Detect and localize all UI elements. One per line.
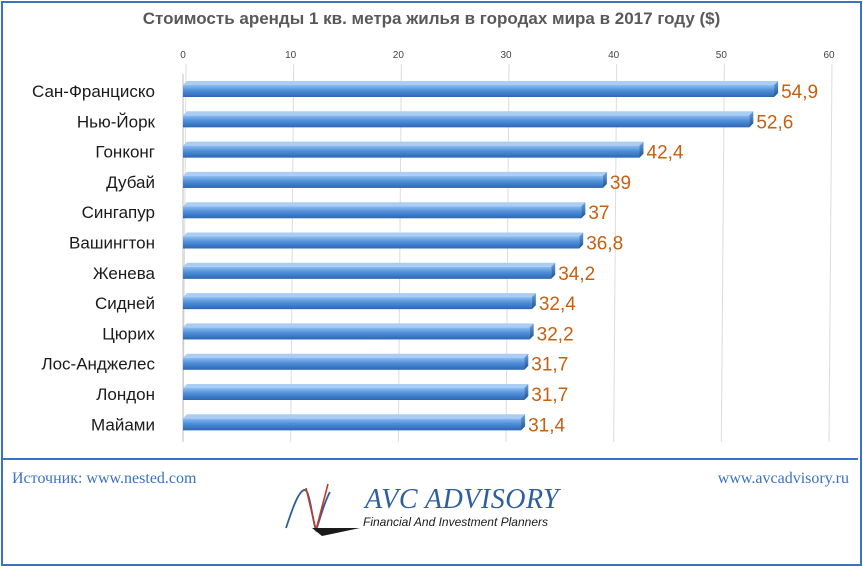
bar-top xyxy=(183,111,754,116)
bar xyxy=(183,206,582,219)
avc-logo-icon xyxy=(285,483,360,536)
source-text: Источник: www.nested.com xyxy=(12,470,197,487)
bar xyxy=(183,175,603,188)
data-label: 52,6 xyxy=(756,112,793,133)
category-label: Цюрих xyxy=(102,324,155,343)
bar-top xyxy=(183,141,644,146)
bar xyxy=(183,327,530,340)
category-label: Женева xyxy=(93,264,156,283)
category-label: Сингапур xyxy=(82,203,155,222)
category-label: Дубай xyxy=(106,173,155,192)
bar xyxy=(183,297,532,310)
bar-end-cap xyxy=(529,323,534,340)
bar-end-cap xyxy=(524,353,529,370)
bar-end-cap xyxy=(551,262,556,279)
x-tick-label: 0 xyxy=(180,50,186,61)
bar-end-cap xyxy=(531,293,536,310)
bar xyxy=(183,236,580,249)
logo-name: AVC ADVISORY xyxy=(365,484,560,515)
bar xyxy=(183,145,640,158)
category-label: Сидней xyxy=(95,294,155,313)
data-label: 37 xyxy=(588,203,609,224)
category-label: Вашингтон xyxy=(69,234,155,253)
bar-end-cap xyxy=(639,141,644,158)
bar xyxy=(183,357,525,370)
bar-end-cap xyxy=(581,202,586,219)
gridline xyxy=(828,63,833,443)
data-label: 31,7 xyxy=(531,355,568,376)
x-tick-label: 40 xyxy=(608,50,620,61)
bar xyxy=(183,388,525,400)
data-label: 32,2 xyxy=(537,324,574,345)
x-tick-label: 60 xyxy=(823,50,835,61)
data-label: 34,2 xyxy=(558,264,595,285)
data-label: 42,4 xyxy=(647,143,684,164)
bar-top xyxy=(183,323,534,328)
category-label: Гонконг xyxy=(95,143,155,162)
bar-top xyxy=(183,353,529,358)
bar-top xyxy=(183,202,586,207)
category-label: Майами xyxy=(91,415,155,434)
bar-top xyxy=(183,414,526,419)
website-link[interactable]: www.avcadvisory.ru xyxy=(717,470,849,487)
bar xyxy=(183,115,750,128)
x-tick-label: 50 xyxy=(716,50,728,61)
x-tick-label: 10 xyxy=(285,50,297,61)
data-label: 36,8 xyxy=(586,234,623,255)
data-label: 31,7 xyxy=(531,385,568,406)
data-label: 31,4 xyxy=(528,415,565,436)
bar-top xyxy=(183,293,536,298)
bar-top xyxy=(183,262,556,267)
bar-end-cap xyxy=(749,111,754,128)
category-label: Лондон xyxy=(96,385,155,404)
logo-tagline: Financial And Investment Planners xyxy=(363,515,548,529)
x-tick-label: 20 xyxy=(393,50,405,61)
category-label: Сан-Франциско xyxy=(32,82,155,101)
bar-top xyxy=(183,232,584,237)
bar xyxy=(183,266,552,279)
bar-end-cap xyxy=(524,384,529,400)
bar xyxy=(183,85,775,97)
data-label: 39 xyxy=(610,173,631,194)
bar-top xyxy=(183,384,529,388)
x-tick-label: 30 xyxy=(500,50,512,61)
bar-top xyxy=(183,171,607,176)
footer-divider xyxy=(3,458,858,460)
bar-chart: 0 10 20 30 40 50 60 Сан-Франциско Нью-Йорк Гонко… xyxy=(32,50,835,443)
data-label: 32,4 xyxy=(539,294,576,315)
category-label: Лос-Анджелес xyxy=(41,355,155,374)
bar-end-cap xyxy=(521,414,526,431)
bar-end-cap xyxy=(602,171,607,188)
category-label: Нью-Йорк xyxy=(77,112,156,131)
bar-end-cap xyxy=(579,232,584,249)
chart-title: Стоимость аренды 1 кв. метра жилья в гор… xyxy=(142,9,721,28)
bar-top xyxy=(183,81,779,85)
bar-end-cap xyxy=(774,81,779,97)
data-label: 54,9 xyxy=(781,82,818,103)
bar xyxy=(183,418,522,431)
